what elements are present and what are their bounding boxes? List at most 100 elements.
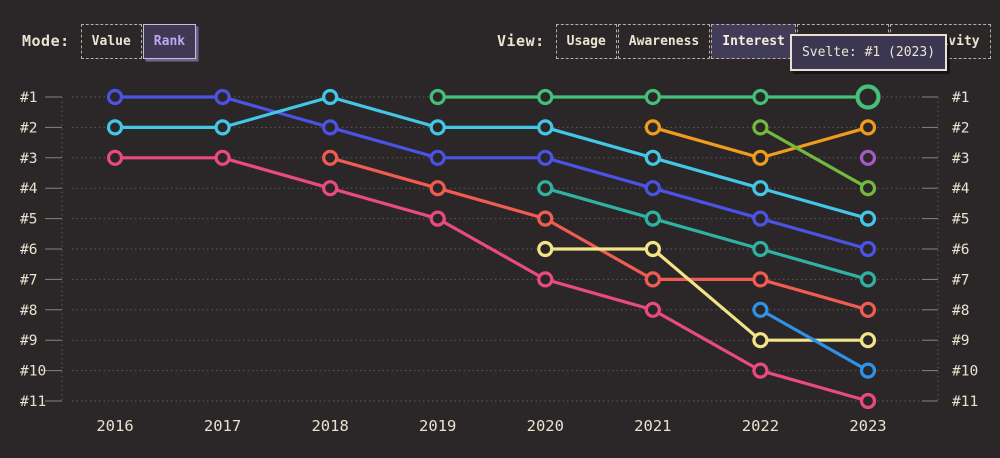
- series-salmon-red: [322, 149, 877, 318]
- point-amber-orange-2021[interactable]: [644, 119, 661, 136]
- point-indigo-blue-2018[interactable]: [322, 119, 339, 136]
- point-cyan-2016[interactable]: [106, 119, 124, 136]
- y-tick-label-left: #3: [20, 151, 37, 167]
- mode-toggle-group: Mode: Value Rank: [22, 24, 197, 59]
- point-yellow-2022[interactable]: [752, 332, 769, 349]
- point-cyan-2017[interactable]: [214, 119, 231, 136]
- y-tick-label-right: #5: [952, 212, 969, 228]
- point-svelte-green-2022[interactable]: [752, 88, 769, 106]
- series-indigo-blue: [106, 88, 877, 258]
- y-tick-label-right: #7: [952, 272, 969, 288]
- series-line-indigo-blue[interactable]: [115, 95, 869, 251]
- point-svelte-green-2023[interactable]: [855, 84, 881, 110]
- view-button-interest[interactable]: Interest: [711, 24, 796, 59]
- point-salmon-red-2018[interactable]: [322, 149, 339, 166]
- point-azure-blue-2022[interactable]: [752, 301, 769, 318]
- point-amber-orange-2023[interactable]: [859, 119, 877, 136]
- point-salmon-red-2019[interactable]: [429, 180, 446, 197]
- point-rose-pink-2018[interactable]: [322, 180, 339, 197]
- point-rose-pink-2019[interactable]: [429, 210, 446, 227]
- view-button-awareness[interactable]: Awareness: [617, 24, 711, 59]
- point-purple-2023[interactable]: [859, 149, 877, 166]
- point-indigo-blue-2017[interactable]: [214, 88, 231, 106]
- y-tick-label-left: #4: [20, 181, 38, 197]
- point-cyan-2021[interactable]: [644, 149, 661, 166]
- series-line-salmon-red[interactable]: [329, 156, 869, 312]
- series-yellow: [537, 240, 877, 349]
- series-purple: [859, 149, 877, 166]
- point-rose-pink-2021[interactable]: [644, 301, 661, 318]
- y-tick-label-left: #10: [20, 364, 46, 380]
- point-teal-2021[interactable]: [644, 210, 661, 227]
- point-olive-green-2023[interactable]: [859, 180, 877, 197]
- series-line-teal[interactable]: [544, 186, 869, 281]
- x-tick-label: 2020: [527, 417, 564, 435]
- point-cyan-2020[interactable]: [537, 119, 554, 136]
- point-indigo-blue-2020[interactable]: [537, 149, 554, 166]
- point-svelte-green-2020[interactable]: [537, 88, 554, 106]
- grid: #1 #1 #2 #2 #3 #3 #4 #4 #5 #5 #6 #6 #7 #7 #8 #8 #9 #9 #10 #…: [20, 90, 978, 435]
- y-tick-label-left: #8: [20, 303, 37, 319]
- point-salmon-red-2023[interactable]: [859, 301, 877, 318]
- mode-button-rank[interactable]: Rank: [142, 24, 197, 59]
- y-tick-label-right: #1: [952, 90, 969, 106]
- series-teal: [537, 180, 877, 288]
- y-tick-label-right: #4: [952, 181, 970, 197]
- point-amber-orange-2022[interactable]: [752, 149, 769, 166]
- point-rose-pink-2022[interactable]: [752, 362, 769, 379]
- point-svelte-green-2021[interactable]: [644, 88, 661, 106]
- point-indigo-blue-2021[interactable]: [644, 180, 661, 197]
- series-azure-blue: [752, 301, 877, 379]
- series-line-cyan[interactable]: [115, 95, 869, 221]
- series-line-rose-pink[interactable]: [115, 156, 869, 403]
- series-line-olive-green[interactable]: [759, 126, 869, 190]
- point-salmon-red-2021[interactable]: [644, 271, 661, 288]
- point-cyan-2019[interactable]: [429, 119, 446, 136]
- point-cyan-2018[interactable]: [322, 88, 339, 106]
- point-salmon-red-2020[interactable]: [537, 210, 554, 227]
- point-rose-pink-2016[interactable]: [106, 149, 124, 166]
- y-tick-label-right: #11: [952, 394, 978, 410]
- point-yellow-2021[interactable]: [644, 240, 661, 258]
- point-rose-pink-2017[interactable]: [214, 149, 231, 166]
- series-cyan: [106, 88, 877, 227]
- point-azure-blue-2023[interactable]: [859, 362, 877, 379]
- y-tick-label-right: #8: [952, 303, 969, 319]
- y-tick-label-left: #7: [20, 272, 37, 288]
- point-cyan-2022[interactable]: [752, 180, 769, 197]
- y-tick-label-left: #11: [20, 394, 46, 410]
- y-tick-label-left: #6: [20, 242, 37, 258]
- x-tick-label: 2023: [849, 417, 886, 435]
- point-yellow-2023[interactable]: [859, 332, 877, 349]
- point-svelte-green-2019[interactable]: [429, 88, 446, 106]
- x-tick-label: 2021: [634, 417, 671, 435]
- point-indigo-blue-2016[interactable]: [106, 88, 124, 106]
- tooltip: Svelte: #1 (2023): [790, 34, 947, 71]
- point-teal-2023[interactable]: [859, 271, 877, 288]
- x-tick-label: 2019: [419, 417, 456, 435]
- point-indigo-blue-2023[interactable]: [859, 240, 877, 258]
- y-tick-label-left: #5: [20, 212, 37, 228]
- y-tick-label-right: #3: [952, 151, 969, 167]
- point-teal-2022[interactable]: [752, 240, 769, 258]
- point-cyan-2023[interactable]: [859, 210, 877, 227]
- point-salmon-red-2022[interactable]: [752, 271, 769, 288]
- series-rose-pink: [106, 149, 877, 410]
- view-button-usage[interactable]: Usage: [555, 24, 617, 59]
- x-tick-label: 2022: [742, 417, 779, 435]
- x-tick-label: 2018: [311, 417, 348, 435]
- point-rose-pink-2020[interactable]: [537, 271, 554, 288]
- point-rose-pink-2023[interactable]: [859, 392, 877, 410]
- series-line-azure-blue[interactable]: [759, 308, 869, 372]
- series-olive-green: [752, 119, 877, 197]
- mode-button-value[interactable]: Value: [80, 24, 142, 59]
- point-teal-2020[interactable]: [537, 180, 554, 197]
- mode-buttons: Value Rank: [80, 24, 197, 59]
- y-tick-label-right: #2: [952, 120, 969, 136]
- point-indigo-blue-2019[interactable]: [429, 149, 446, 166]
- point-indigo-blue-2022[interactable]: [752, 210, 769, 227]
- point-yellow-2020[interactable]: [537, 240, 554, 258]
- point-olive-green-2022[interactable]: [752, 119, 769, 136]
